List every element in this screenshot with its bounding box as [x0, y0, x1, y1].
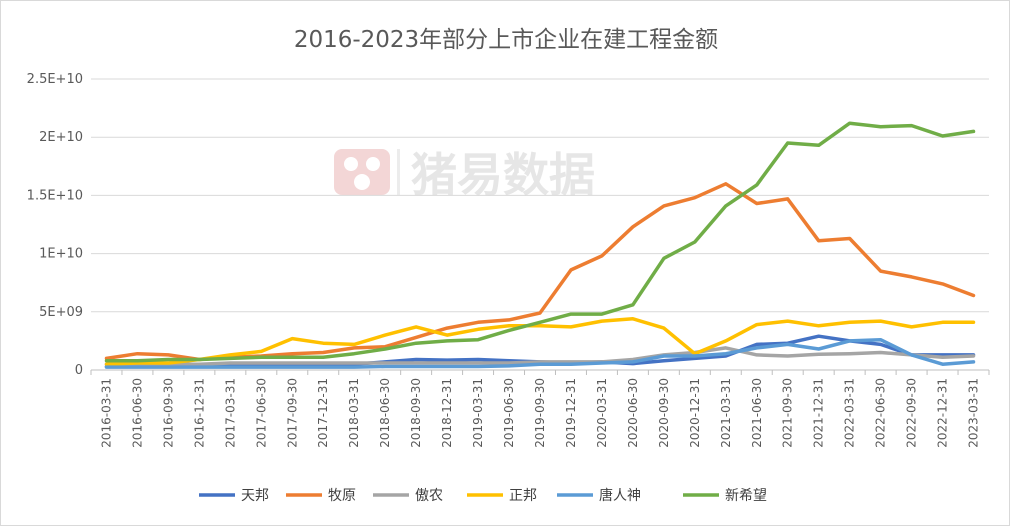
x-tick-label: 2019-03-31 — [471, 378, 485, 448]
legend: 天邦 牧原 傲农 正邦 唐人神 新希望 — [199, 487, 767, 504]
x-tick-label: 2017-06-30 — [254, 378, 268, 448]
x-tick-label: 2021-09-30 — [781, 378, 795, 448]
x-tick-label: 2019-12-31 — [564, 378, 578, 448]
x-tick-label: 2017-12-31 — [316, 378, 330, 448]
x-tick-label: 2022-03-31 — [843, 378, 857, 448]
grid — [91, 78, 989, 313]
x-tick-label: 2019-09-30 — [533, 378, 547, 448]
x-tick-label: 2017-09-30 — [285, 378, 299, 448]
chart-title: 2016-2023年部分上市企业在建工程金额 — [294, 27, 718, 53]
x-tick-label: 2022-06-30 — [874, 378, 888, 448]
watermark-logo-icon — [334, 149, 390, 195]
x-tick-label: 2016-03-31 — [99, 378, 113, 448]
series-line-3 — [104, 317, 976, 366]
y-tick-label: 5E+09 — [39, 305, 83, 320]
x-tick-label: 2023-03-31 — [967, 378, 981, 448]
legend-label: 唐人神 — [599, 487, 641, 504]
legend-label: 新希望 — [725, 488, 767, 504]
series-lines — [104, 121, 976, 369]
watermark-divider — [397, 149, 400, 195]
y-tick-label: 1.5E+10 — [27, 188, 83, 203]
x-tick-label: 2020-12-31 — [688, 378, 702, 448]
x-tick-label: 2019-06-30 — [502, 378, 516, 448]
y-tick-label: 2.5E+10 — [27, 72, 83, 87]
y-axis: 0 5E+09 1E+10 1.5E+10 2E+10 2.5E+10 — [27, 72, 83, 378]
y-tick-label: 2E+10 — [39, 130, 83, 145]
x-tick-label: 2018-09-30 — [409, 378, 423, 448]
series-line-5 — [104, 121, 976, 363]
x-tick-label: 2016-12-31 — [192, 378, 206, 448]
series-line-4 — [104, 337, 976, 369]
y-tick-label: 0 — [75, 363, 83, 378]
x-tick-label: 2017-03-31 — [223, 378, 237, 448]
legend-label: 牧原 — [328, 488, 356, 504]
x-tick-label: 2021-06-30 — [750, 378, 764, 448]
x-tick-label: 2018-12-31 — [440, 378, 454, 448]
x-tick-label: 2020-09-30 — [657, 378, 671, 448]
x-tick-label: 2018-06-30 — [378, 378, 392, 448]
x-tick-label: 2018-03-31 — [347, 378, 361, 448]
legend-label: 天邦 — [241, 488, 269, 504]
x-tick-label: 2022-12-31 — [936, 378, 950, 448]
watermark: 猪易数据 — [334, 148, 595, 202]
x-tick-label: 2021-12-31 — [812, 378, 826, 448]
y-tick-label: 1E+10 — [39, 247, 83, 262]
x-tick-label: 2020-06-30 — [626, 378, 640, 448]
x-tick-label: 2021-03-31 — [719, 378, 733, 448]
legend-label: 正邦 — [509, 488, 537, 504]
x-tick-label: 2022-09-30 — [905, 378, 919, 448]
series-line-2 — [104, 346, 976, 366]
x-tick-label: 2016-06-30 — [130, 378, 144, 448]
x-tick-label: 2016-09-30 — [161, 378, 175, 448]
x-tick-label: 2020-03-31 — [595, 378, 609, 448]
series-line-1 — [104, 182, 976, 362]
legend-label: 傲农 — [415, 488, 443, 504]
watermark-text: 猪易数据 — [411, 148, 595, 202]
x-axis: 2016-03-31 2016-06-30 2016-09-30 2016-12-31… — [90, 369, 990, 448]
